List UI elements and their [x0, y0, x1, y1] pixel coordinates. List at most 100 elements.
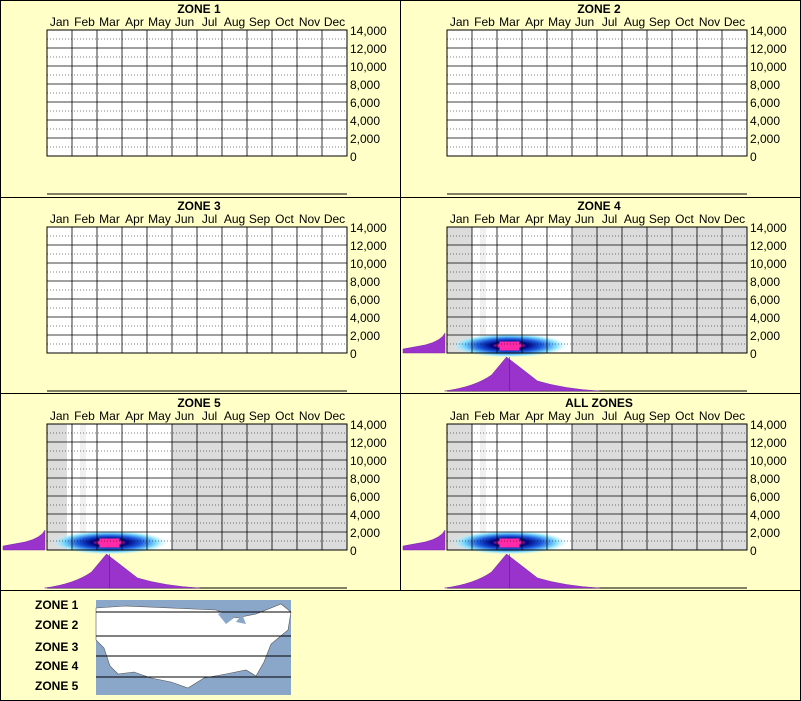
y-tick-label: 2,000: [350, 526, 380, 540]
month-label: Jan: [450, 15, 469, 29]
plot-border: [46, 29, 348, 157]
month-label: Jun: [575, 15, 594, 29]
month-label: Feb: [74, 409, 95, 423]
y-tick-label: 0: [350, 150, 357, 164]
y-tick-label: 4,000: [750, 114, 780, 128]
y-tick-label: 10,000: [350, 257, 387, 271]
month-label: Mar: [99, 212, 120, 226]
month-label: Aug: [624, 212, 645, 226]
month-label: May: [548, 212, 571, 226]
y-tick-label: 8,000: [750, 275, 780, 289]
month-label: Oct: [275, 212, 294, 226]
plot-border: [46, 423, 348, 551]
month-label: May: [148, 15, 171, 29]
month-label: Apr: [525, 409, 544, 423]
month-label: Apr: [525, 15, 544, 29]
y-tick-label: 10,000: [750, 60, 787, 74]
month-label: Jul: [202, 212, 217, 226]
month-label: Jan: [50, 15, 69, 29]
month-label: Apr: [125, 409, 144, 423]
y-tick-label: 0: [750, 150, 757, 164]
month-label: Feb: [74, 15, 95, 29]
y-tick-label: 12,000: [350, 436, 387, 450]
y-tick-label: 14,000: [350, 418, 387, 432]
y-tick-label: 6,000: [750, 490, 780, 504]
y-tick-label: 2,000: [750, 132, 780, 146]
panel-title: ZONE 5: [177, 396, 221, 410]
month-label: Jun: [175, 212, 194, 226]
plot-border: [46, 226, 348, 354]
y-tick-label: 0: [350, 544, 357, 558]
month-label: Feb: [474, 15, 495, 29]
month-label: Nov: [699, 409, 720, 423]
month-label: May: [148, 212, 171, 226]
y-tick-label: 6,000: [750, 96, 780, 110]
legend-zone-5: ZONE 5: [35, 679, 79, 693]
month-label: Nov: [299, 15, 320, 29]
y-tick-label: 6,000: [350, 490, 380, 504]
month-label: Oct: [675, 15, 694, 29]
y-tick-label: 14,000: [350, 221, 387, 235]
legend-zone-3: ZONE 3: [35, 640, 79, 654]
month-label: Jul: [602, 409, 617, 423]
month-label: Nov: [699, 15, 720, 29]
y-tick-label: 8,000: [350, 472, 380, 486]
y-tick-label: 12,000: [750, 239, 787, 253]
month-label: Dec: [324, 409, 345, 423]
left-profile: [2, 529, 46, 551]
left-profile: [402, 529, 446, 551]
month-label: Jun: [575, 212, 594, 226]
month-label: Mar: [499, 212, 520, 226]
panel-5: ZONE 5 Jan Feb Mar Apr May Jun Jul Aug Sep Oct Nov D…: [2, 396, 387, 589]
month-label: Nov: [299, 409, 320, 423]
heat-peak: [99, 538, 120, 548]
month-label: Apr: [125, 212, 144, 226]
panel-title: ALL ZONES: [565, 396, 633, 410]
y-tick-label: 8,000: [350, 275, 380, 289]
month-label: Jun: [575, 409, 594, 423]
panel-2: ZONE 2 Jan Feb Mar Apr May Jun Jul Aug Sep Oct Nov D…: [446, 2, 787, 195]
y-tick-label: 14,000: [750, 418, 787, 432]
y-tick-label: 12,000: [750, 42, 787, 56]
y-tick-label: 8,000: [750, 472, 780, 486]
month-label: Jun: [175, 15, 194, 29]
panel-title: ZONE 2: [577, 2, 621, 16]
y-tick-label: 10,000: [750, 454, 787, 468]
y-tick-label: 4,000: [750, 311, 780, 325]
heat-peak: [499, 341, 520, 351]
month-label: Apr: [125, 15, 144, 29]
month-label: Mar: [499, 15, 520, 29]
y-tick-label: 2,000: [350, 329, 380, 343]
panel-title: ZONE 3: [177, 199, 221, 213]
y-tick-label: 0: [750, 347, 757, 361]
y-tick-label: 0: [750, 544, 757, 558]
y-tick-label: 14,000: [750, 24, 787, 38]
bottom-profile: [444, 553, 600, 589]
month-label: Oct: [275, 409, 294, 423]
month-label: May: [548, 15, 571, 29]
month-label: Nov: [699, 212, 720, 226]
y-tick-label: 4,000: [750, 508, 780, 522]
month-label: Jan: [450, 212, 469, 226]
month-label: Jul: [602, 212, 617, 226]
y-tick-label: 14,000: [350, 24, 387, 38]
month-label: Oct: [675, 409, 694, 423]
legend-zone-1: ZONE 1: [35, 598, 79, 612]
y-tick-label: 2,000: [350, 132, 380, 146]
month-label: Mar: [99, 409, 120, 423]
bottom-profile: [444, 356, 600, 392]
us-landmass: [95, 603, 292, 689]
month-label: Mar: [99, 15, 120, 29]
panel-title: ZONE 1: [177, 2, 221, 16]
month-label: Jul: [202, 409, 217, 423]
us-map-legend: [95, 600, 292, 695]
month-label: Aug: [224, 409, 245, 423]
y-tick-label: 14,000: [750, 221, 787, 235]
y-tick-label: 2,000: [750, 329, 780, 343]
month-label: Aug: [624, 409, 645, 423]
y-tick-label: 12,000: [350, 42, 387, 56]
month-label: Oct: [275, 15, 294, 29]
month-label: Sep: [649, 15, 671, 29]
y-tick-label: 8,000: [350, 78, 380, 92]
